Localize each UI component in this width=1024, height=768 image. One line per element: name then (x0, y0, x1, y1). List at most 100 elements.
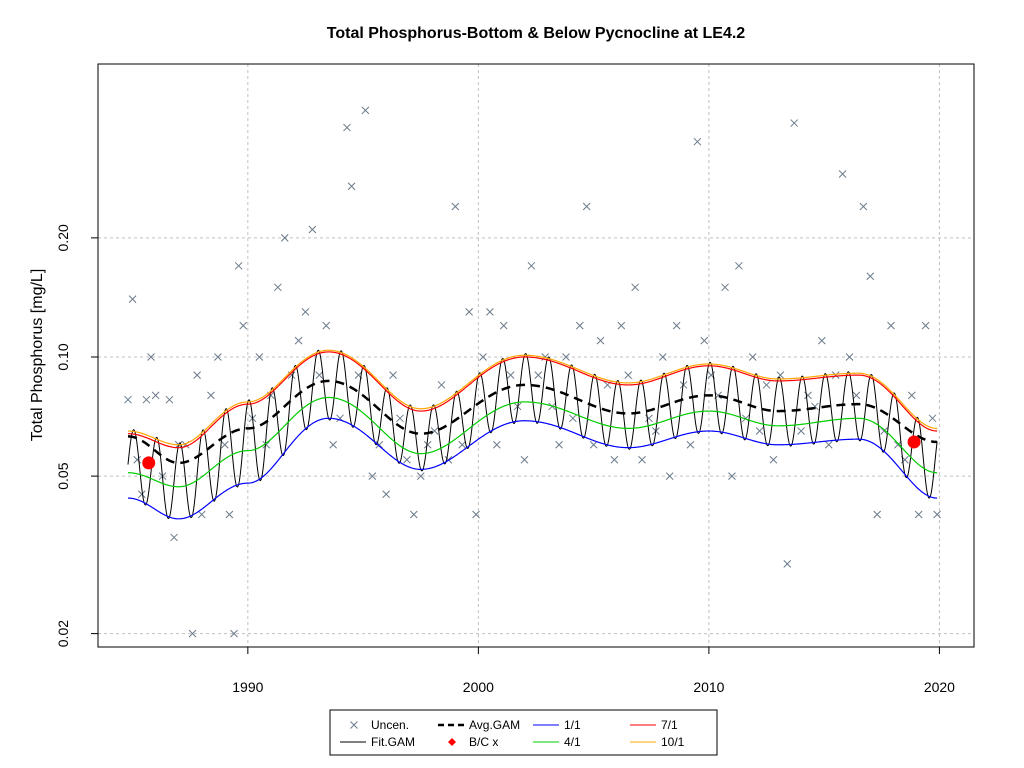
legend-item: 1/1 (533, 718, 581, 732)
series-10-1-line (127, 349, 938, 446)
uncen-point (197, 510, 206, 519)
uncen-point (741, 414, 750, 423)
uncen-point (804, 391, 812, 400)
uncen-point (170, 533, 178, 542)
legend-item: Avg.GAM (438, 718, 520, 732)
uncen-point (239, 321, 248, 330)
uncen-point (458, 440, 467, 449)
uncen-point (214, 353, 222, 361)
uncen-point (347, 182, 356, 191)
avg-gam-line (127, 379, 938, 465)
uncen-point (273, 283, 282, 292)
legend-dot-icon (448, 738, 456, 746)
uncen-point (133, 455, 142, 464)
legend-label: 10/1 (661, 735, 685, 749)
uncen-point (124, 395, 132, 404)
uncen-point (907, 391, 916, 400)
uncen-point (783, 560, 792, 568)
uncen-point (631, 283, 639, 292)
uncen-point (776, 371, 785, 379)
uncen-point (894, 440, 902, 449)
y-tick-label: 0.20 (55, 224, 71, 251)
legend-label: 4/1 (564, 735, 581, 749)
uncen-point (301, 308, 310, 316)
uncen-point (465, 308, 474, 316)
series-4-1-line (127, 396, 938, 488)
y-tick-label: 0.05 (55, 462, 71, 489)
uncen-point (887, 321, 895, 330)
uncen-point (147, 353, 155, 361)
uncen-point (575, 321, 584, 330)
uncen-point (873, 510, 882, 519)
uncen-point (308, 225, 317, 234)
uncen-point (859, 202, 868, 211)
uncen-point (596, 336, 605, 345)
uncen-point (728, 472, 736, 480)
data-layer (124, 106, 941, 638)
uncen-point (137, 490, 146, 499)
uncen-point (329, 440, 337, 449)
uncen-point (700, 336, 709, 345)
uncen-point (769, 455, 778, 464)
legend-x-icon (350, 721, 358, 729)
y-tick-label: 0.02 (55, 620, 71, 647)
fit-gam-line (127, 349, 938, 520)
uncen-point (921, 321, 930, 330)
legend-label: 1/1 (564, 718, 581, 732)
uncen-point (693, 137, 702, 146)
uncen-point (280, 234, 289, 242)
uncen-point (866, 272, 875, 281)
uncen-point (914, 510, 923, 519)
uncen-point (624, 371, 633, 379)
chart-title: Total Phosphorus-Bottom & Below Pycnocli… (327, 25, 746, 42)
x-tick-label: 1990 (232, 679, 263, 695)
y-tick-label: 0.10 (55, 343, 71, 370)
uncen-point (322, 321, 331, 330)
legend-item: 4/1 (533, 735, 581, 749)
uncen-point (492, 440, 501, 449)
uncen-point (658, 353, 667, 361)
bc-point (907, 435, 921, 449)
uncen-point (479, 353, 487, 361)
uncen-point (382, 490, 391, 499)
uncen-point (396, 414, 404, 423)
legend-label: Avg.GAM (469, 718, 520, 732)
uncen-point (128, 295, 137, 304)
x-tick-label: 2010 (693, 679, 724, 695)
legend-label: 7/1 (661, 718, 678, 732)
uncen-point (207, 391, 215, 400)
legend-item: Uncen. (350, 718, 409, 732)
uncen-point (361, 106, 370, 115)
uncen-point (262, 440, 271, 449)
legend-label: B/C x (469, 735, 498, 749)
uncen-point (748, 353, 757, 361)
uncen-point (790, 119, 799, 127)
uncen-point (499, 321, 508, 330)
uncen-point (845, 353, 854, 361)
legend-item: Fit.GAM (340, 735, 415, 749)
legend-label: Uncen. (371, 718, 409, 732)
uncen-point (234, 261, 243, 270)
uncen-point (797, 427, 805, 435)
bc-point (142, 456, 156, 470)
legend-label: Fit.GAM (371, 735, 415, 749)
uncen-point (569, 414, 577, 423)
uncen-point (193, 371, 201, 379)
uncen-point (686, 440, 695, 449)
uncen-point (817, 336, 826, 345)
uncen-point (230, 629, 238, 638)
uncen-point (520, 455, 529, 464)
uncen-point (409, 510, 418, 519)
uncen-point (638, 455, 646, 464)
uncen-point (755, 427, 764, 435)
uncen-point (188, 629, 197, 638)
uncen-point (824, 440, 833, 449)
legend-item: 10/1 (630, 735, 685, 749)
uncen-point (852, 391, 861, 400)
series-1-1-line (127, 417, 938, 520)
uncen-point (472, 510, 480, 519)
uncen-point (403, 455, 411, 464)
uncen-point (735, 261, 743, 270)
uncen-point (416, 472, 425, 480)
